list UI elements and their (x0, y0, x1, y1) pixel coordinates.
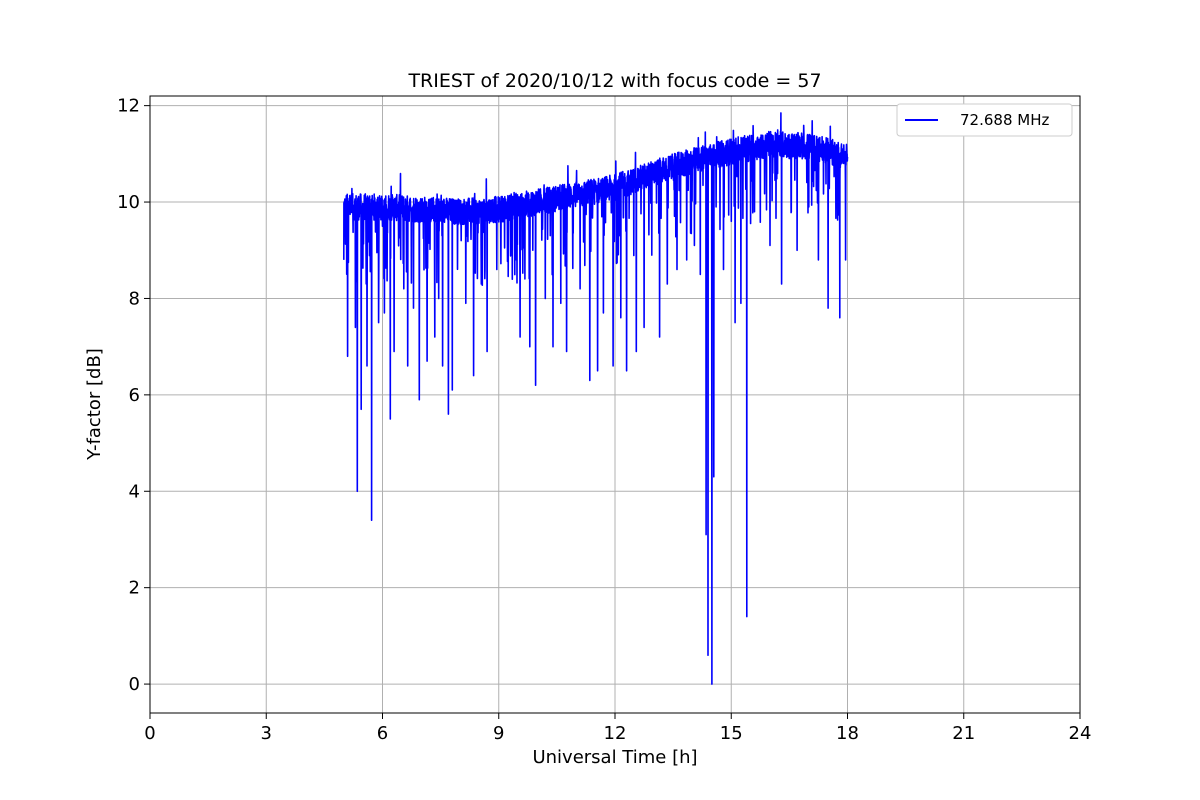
series-line-72-688-mhz (343, 112, 849, 685)
series-layer (343, 112, 849, 685)
x-axis-title: Universal Time [h] (532, 747, 697, 768)
x-tick-label: 21 (952, 723, 975, 744)
legend-box (896, 103, 1073, 137)
legend-label: 72.688 MHz (960, 111, 1049, 129)
y-tick-label: 6 (129, 385, 140, 406)
x-tick-label: 18 (836, 723, 859, 744)
y-tick-label: 2 (129, 578, 140, 599)
x-tick-label: 9 (493, 723, 504, 744)
legend: 72.688 MHz (896, 103, 1073, 137)
y-tick-label: 10 (117, 192, 140, 213)
x-tick-label: 3 (261, 723, 272, 744)
y-tick-label: 8 (129, 288, 140, 309)
x-tick-label: 15 (720, 723, 743, 744)
x-tick-label: 0 (144, 723, 155, 744)
x-tick-label: 12 (604, 723, 627, 744)
y-tick-label: 0 (129, 674, 140, 695)
y-tick-label: 12 (117, 96, 140, 117)
x-tick-label: 24 (1069, 723, 1092, 744)
y-tick-label: 4 (129, 481, 140, 502)
chart-title: TRIEST of 2020/10/12 with focus code = 5… (407, 70, 821, 92)
x-tick-label: 6 (377, 723, 388, 744)
y-axis-title: Y-factor [dB] (84, 348, 105, 461)
